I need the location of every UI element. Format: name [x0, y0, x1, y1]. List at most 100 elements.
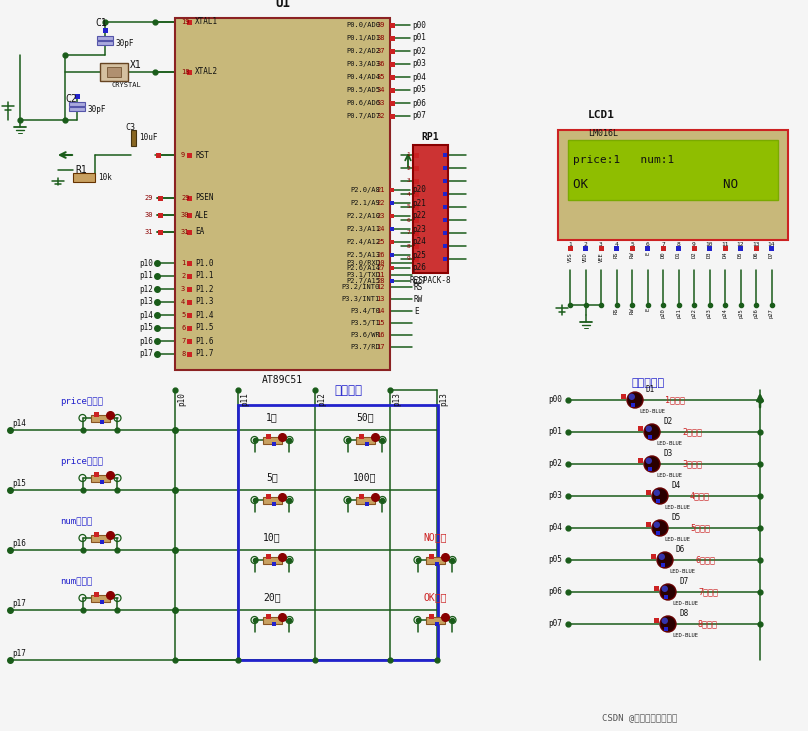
Bar — [648, 467, 652, 471]
Text: price单价减: price单价减 — [60, 457, 103, 466]
Text: 14: 14 — [768, 242, 775, 247]
Bar — [90, 474, 110, 482]
Text: P1.5: P1.5 — [195, 324, 213, 333]
Text: D6: D6 — [754, 252, 759, 259]
Text: C2: C2 — [65, 94, 77, 104]
Bar — [631, 403, 635, 407]
Text: 29: 29 — [145, 195, 153, 201]
Text: 19: 19 — [181, 19, 190, 25]
Text: RESPACK-8: RESPACK-8 — [410, 276, 452, 285]
Text: 商品指示灯: 商品指示灯 — [631, 378, 664, 388]
Bar — [389, 23, 394, 28]
Bar — [426, 556, 444, 564]
Bar — [365, 502, 369, 506]
Text: D2: D2 — [663, 417, 672, 426]
Text: price:1   num:1: price:1 num:1 — [573, 155, 674, 165]
Bar — [390, 227, 394, 231]
Bar — [263, 496, 281, 504]
Bar — [656, 499, 660, 503]
Text: 1: 1 — [181, 260, 185, 266]
Text: num数量减: num数量减 — [60, 577, 92, 586]
Text: CSDN @电子开发圈公众号: CSDN @电子开发圈公众号 — [603, 713, 678, 722]
Bar — [175, 18, 390, 370]
Text: XTAL2: XTAL2 — [195, 67, 218, 77]
Bar — [390, 214, 394, 218]
Bar — [187, 20, 191, 25]
Bar — [567, 246, 573, 251]
Bar — [263, 616, 281, 624]
Bar — [359, 493, 364, 499]
Text: 100元: 100元 — [353, 472, 377, 482]
Text: p02: p02 — [412, 47, 426, 56]
Text: p11: p11 — [139, 271, 153, 281]
Text: 26: 26 — [377, 252, 385, 258]
Text: D7: D7 — [769, 252, 774, 259]
Bar — [390, 240, 394, 244]
Text: 6: 6 — [646, 242, 650, 247]
Bar — [443, 205, 447, 209]
Text: AT89C51: AT89C51 — [262, 375, 303, 385]
Text: p21: p21 — [412, 199, 426, 208]
Text: P0.3/AD3: P0.3/AD3 — [346, 61, 380, 67]
Text: 4元商品: 4元商品 — [690, 491, 710, 501]
Text: p12: p12 — [317, 392, 326, 406]
Text: P3.3/INT1: P3.3/INT1 — [342, 296, 380, 302]
Text: p03: p03 — [548, 491, 562, 501]
Bar — [414, 178, 419, 183]
Bar — [359, 433, 364, 439]
Circle shape — [662, 586, 668, 592]
Bar — [131, 130, 136, 146]
Text: price单价加: price单价加 — [60, 397, 103, 406]
Bar — [428, 613, 434, 618]
Bar — [272, 622, 276, 626]
Text: 18: 18 — [181, 69, 190, 75]
Text: 7: 7 — [181, 338, 185, 344]
Bar — [69, 107, 85, 111]
Text: 6: 6 — [406, 218, 410, 222]
Bar — [272, 502, 276, 506]
Text: 28: 28 — [377, 278, 385, 284]
Text: P3.1/TXD: P3.1/TXD — [346, 272, 380, 278]
Text: P2.0/A8: P2.0/A8 — [350, 187, 380, 193]
Text: 9: 9 — [692, 242, 696, 247]
Text: 8: 8 — [406, 243, 410, 249]
Bar — [389, 100, 394, 105]
Bar — [414, 165, 419, 170]
Text: p15: p15 — [139, 324, 153, 333]
Text: P2.4/A12: P2.4/A12 — [346, 239, 380, 245]
Text: E: E — [645, 252, 650, 255]
Text: P1.3: P1.3 — [195, 298, 213, 306]
Circle shape — [652, 488, 668, 504]
Text: RST: RST — [195, 151, 209, 159]
Bar — [94, 471, 99, 477]
Bar — [443, 218, 447, 222]
Text: 8: 8 — [676, 242, 680, 247]
Bar — [707, 246, 712, 251]
Bar — [187, 260, 191, 265]
Text: p26: p26 — [754, 308, 759, 318]
Bar — [94, 591, 99, 596]
Text: 2: 2 — [181, 273, 185, 279]
Text: 36: 36 — [377, 61, 385, 67]
Text: 7: 7 — [406, 230, 410, 235]
Bar — [428, 553, 434, 558]
Text: VDD: VDD — [583, 252, 588, 262]
Bar — [692, 246, 696, 251]
Bar — [621, 393, 625, 398]
Bar — [629, 246, 634, 251]
Bar — [100, 420, 104, 424]
Text: p07: p07 — [548, 619, 562, 629]
Circle shape — [652, 520, 668, 536]
Bar — [390, 266, 394, 270]
Bar — [661, 563, 665, 567]
Text: 5: 5 — [181, 312, 185, 318]
Text: 10k: 10k — [98, 173, 112, 181]
Text: p17: p17 — [139, 349, 153, 358]
Bar — [97, 36, 113, 40]
Bar — [654, 618, 659, 623]
Bar — [389, 36, 394, 40]
Text: p23: p23 — [707, 308, 712, 318]
Text: p13: p13 — [139, 298, 153, 306]
Text: P2.6/A14: P2.6/A14 — [346, 265, 380, 271]
Text: U1: U1 — [275, 0, 290, 10]
